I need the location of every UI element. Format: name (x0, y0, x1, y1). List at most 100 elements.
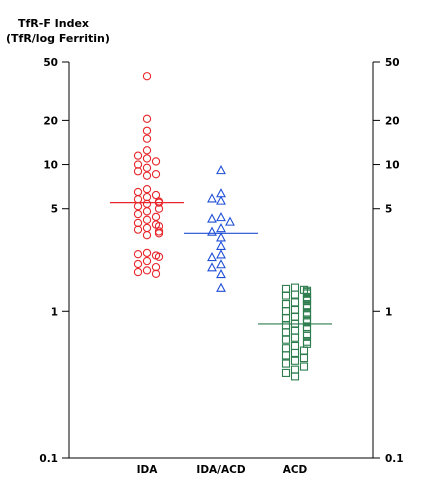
data-point (142, 126, 152, 135)
category-label: IDA (137, 464, 159, 476)
data-point (302, 329, 312, 339)
data-point (281, 321, 291, 330)
data-point (133, 267, 143, 277)
data-point (207, 213, 217, 223)
data-point (142, 199, 152, 208)
data-point (133, 250, 143, 259)
data-point (151, 190, 161, 200)
y-tick-label-right: 50 (385, 57, 400, 69)
data-point (290, 290, 300, 299)
data-point (133, 202, 143, 211)
data-point (142, 223, 152, 233)
data-point (151, 212, 161, 222)
y-tick-label-left: 0.1 (39, 453, 58, 465)
data-point (133, 160, 143, 169)
data-point (142, 134, 152, 143)
data-point (290, 348, 300, 357)
data-point (154, 252, 164, 261)
data-point (281, 313, 291, 323)
data-point (133, 218, 143, 228)
data-point (302, 339, 312, 348)
data-point (281, 335, 291, 344)
data-point (151, 157, 161, 166)
data-point (216, 195, 226, 205)
chart-title-line-1: TfR-F Index (18, 17, 89, 30)
category-label: ACD (283, 464, 308, 476)
data-point (142, 256, 152, 266)
data-point (133, 195, 143, 204)
data-point (154, 198, 164, 207)
data-point (154, 229, 164, 238)
chart-title-line-2: (TfR/log Ferritin) (6, 32, 110, 45)
data-point (281, 368, 291, 377)
data-point (290, 298, 300, 307)
data-point (290, 356, 300, 365)
data-point (133, 225, 143, 234)
data-point (142, 184, 152, 194)
data-point (281, 291, 291, 300)
data-point (151, 170, 161, 179)
data-point (142, 146, 152, 155)
data-point (133, 151, 143, 160)
data-point (142, 266, 152, 275)
data-point (133, 167, 143, 176)
data-point (290, 341, 300, 351)
data-point (133, 259, 143, 269)
data-point (142, 207, 152, 216)
data-point (302, 331, 312, 340)
data-point (281, 359, 291, 368)
data-point (151, 262, 161, 272)
data-point (142, 163, 152, 172)
data-point (207, 193, 217, 203)
data-point (216, 249, 226, 259)
data-point (290, 372, 300, 381)
data-point (290, 326, 300, 335)
data-point (142, 154, 152, 163)
y-tick-label-left: 10 (43, 160, 58, 172)
data-point (290, 365, 300, 374)
data-point (154, 204, 164, 213)
data-point (142, 114, 152, 123)
y-tick-label-left: 1 (51, 306, 58, 318)
data-point (299, 362, 309, 371)
data-point (299, 346, 309, 355)
data-point (281, 300, 291, 309)
data-point (207, 226, 217, 236)
y-tick-label-right: 5 (385, 204, 392, 216)
y-tick-label-right: 0.1 (385, 453, 404, 465)
data-point (216, 211, 226, 222)
data-point (207, 251, 217, 262)
y-tick-label-right: 1 (385, 306, 392, 318)
category-label: IDA/ACD (196, 464, 245, 476)
data-point (133, 209, 143, 219)
y-tick-label-left: 5 (51, 204, 58, 216)
data-point (290, 283, 300, 292)
data-point (142, 171, 152, 180)
y-tick-label-left: 50 (43, 57, 58, 69)
data-point (216, 282, 226, 292)
y-tick-label-right: 10 (385, 160, 400, 172)
data-point (142, 231, 152, 240)
data-point (142, 192, 152, 202)
data-point (290, 305, 300, 315)
data-point (216, 232, 226, 242)
data-point (281, 328, 291, 337)
data-point (290, 312, 300, 321)
data-point (225, 216, 235, 226)
data-point (142, 72, 152, 81)
data-point (142, 215, 152, 224)
data-point (216, 164, 226, 175)
y-tick-label-right: 20 (385, 115, 400, 127)
data-point (216, 259, 226, 269)
data-point (216, 240, 226, 250)
data-point (216, 268, 226, 279)
data-point (216, 222, 226, 233)
data-point (142, 248, 152, 258)
data-point (299, 353, 309, 363)
data-point (281, 307, 291, 316)
data-point (207, 262, 217, 272)
data-point (290, 333, 300, 342)
data-point (281, 351, 291, 360)
y-tick-label-left: 20 (43, 115, 58, 127)
